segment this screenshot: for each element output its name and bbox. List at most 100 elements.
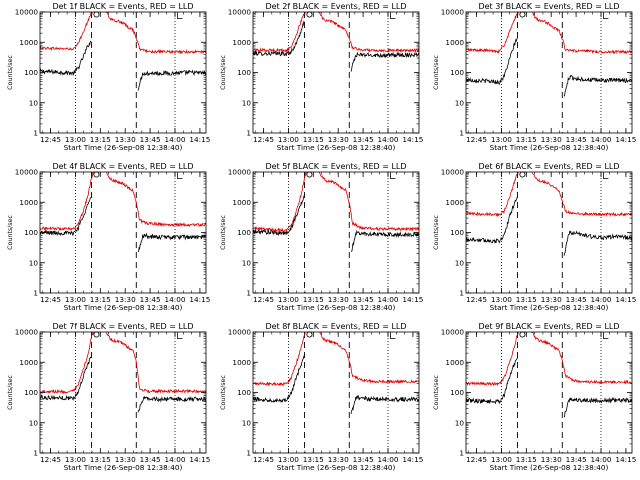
x-axis-label: Start Time (26-Sep-08 12:38:40) <box>277 463 396 472</box>
y-tick-label: 1000 <box>232 38 251 47</box>
marker-l-symbol <box>603 172 609 179</box>
x-tick-label: 14:00 <box>377 295 398 304</box>
x-tick-label: 12:45 <box>253 455 274 464</box>
x-tick-label: 12:45 <box>40 455 61 464</box>
x-axis-label: Start Time (26-Sep-08 12:38:40) <box>490 143 609 152</box>
x-tick-label: 13:15 <box>516 135 537 144</box>
x-tick-label: 13:15 <box>516 455 537 464</box>
marker-l-symbol <box>603 12 609 19</box>
panel-det-4: Det 4f BLACK = Events, RED = LLD 1 10 100 10… <box>7 162 210 312</box>
x-tick-label: 13:15 <box>90 295 111 304</box>
y-tick-label: 10000 <box>441 8 465 17</box>
marker-circle-symbol <box>93 171 100 178</box>
y-tick-label: 1 <box>33 129 38 138</box>
y-tick-label: 10 <box>242 98 252 107</box>
x-axis-label: Start Time (26-Sep-08 12:38:40) <box>277 303 396 312</box>
x-tick-label: 13:30 <box>115 295 136 304</box>
y-axis-label: Counts/sec <box>220 55 227 90</box>
panel-det-1: Det 1f BLACK = Events, RED = LLD 1 10 100 10… <box>7 2 210 152</box>
series-line-events <box>466 196 632 256</box>
panel-det-6: Det 6f BLACK = Events, RED = LLD 1 10 100 10… <box>433 162 636 312</box>
x-tick-label: 13:45 <box>140 135 161 144</box>
y-tick-label: 100 <box>24 68 38 77</box>
x-tick-label: 13:00 <box>65 295 86 304</box>
y-tick-label: 100 <box>237 228 251 237</box>
x-tick-label: 12:45 <box>466 295 487 304</box>
marker-circle-symbol <box>519 331 526 338</box>
marker-l-symbol <box>390 12 396 19</box>
panel-det-9: Det 9f BLACK = Events, RED = LLD 1 10 100 10… <box>433 322 636 472</box>
y-axis-label: Counts/sec <box>220 215 227 250</box>
x-tick-label: 13:00 <box>65 135 86 144</box>
x-tick-label: 13:15 <box>303 295 324 304</box>
x-tick-label: 13:30 <box>541 135 562 144</box>
plot-frame <box>252 171 420 294</box>
x-tick-label: 12:45 <box>253 135 274 144</box>
x-tick-label: 13:15 <box>303 135 324 144</box>
y-tick-label: 100 <box>450 388 464 397</box>
y-tick-label: 10000 <box>15 328 39 337</box>
y-tick-label: 10 <box>29 98 39 107</box>
panel-title: Det 8f BLACK = Events, RED = LLD <box>265 322 406 331</box>
x-tick-label: 12:45 <box>40 135 61 144</box>
y-tick-label: 100 <box>24 228 38 237</box>
panel-title: Det 4f BLACK = Events, RED = LLD <box>52 162 193 171</box>
series-line-lld <box>253 172 419 233</box>
y-tick-label: 1000 <box>19 38 38 47</box>
marker-l-symbol <box>177 172 183 179</box>
y-tick-label: 1000 <box>232 198 251 207</box>
plot-area <box>253 172 419 252</box>
series-line-events <box>466 357 632 418</box>
marker-l-symbol <box>390 332 396 339</box>
x-tick-label: 13:15 <box>90 135 111 144</box>
panel-title: Det 3f BLACK = Events, RED = LLD <box>478 2 619 11</box>
series-line-lld <box>466 332 632 387</box>
x-tick-label: 14:15 <box>189 135 210 144</box>
x-tick-label: 13:30 <box>541 295 562 304</box>
y-tick-label: 10 <box>242 418 252 427</box>
panel-det-3: Det 3f BLACK = Events, RED = LLD 1 10 100 10… <box>433 2 636 152</box>
plot-area <box>253 12 419 72</box>
y-tick-label: 10 <box>455 98 465 107</box>
x-tick-label: 13:30 <box>328 135 349 144</box>
plot-frame <box>465 331 633 454</box>
series-line-events <box>253 195 419 252</box>
x-tick-label: 13:15 <box>90 455 111 464</box>
y-tick-label: 1000 <box>445 38 464 47</box>
y-tick-label: 1000 <box>19 198 38 207</box>
y-tick-label: 1 <box>459 129 464 138</box>
x-tick-label: 13:00 <box>278 135 299 144</box>
x-tick-label: 12:45 <box>466 135 487 144</box>
y-axis-label: Counts/sec <box>433 375 440 410</box>
x-tick-label: 13:30 <box>115 135 136 144</box>
y-tick-label: 1 <box>246 449 251 458</box>
y-tick-label: 1 <box>459 449 464 458</box>
x-tick-label: 13:00 <box>278 295 299 304</box>
x-tick-label: 14:00 <box>590 135 611 144</box>
y-tick-label: 10 <box>455 418 465 427</box>
series-line-events <box>253 20 419 72</box>
x-tick-label: 14:15 <box>402 135 423 144</box>
y-tick-label: 10 <box>242 258 252 267</box>
x-tick-label: 14:00 <box>377 455 398 464</box>
series-line-events <box>253 354 419 415</box>
y-axis-label: Counts/sec <box>7 375 14 410</box>
panel-title: Det 2f BLACK = Events, RED = LLD <box>265 2 406 11</box>
x-tick-label: 12:45 <box>253 295 274 304</box>
x-tick-label: 13:45 <box>353 455 374 464</box>
plot-area <box>40 12 206 91</box>
series-line-lld <box>40 332 206 395</box>
x-tick-label: 13:30 <box>541 455 562 464</box>
x-tick-label: 13:00 <box>278 455 299 464</box>
x-tick-label: 14:00 <box>590 295 611 304</box>
panel-det-2: Det 2f BLACK = Events, RED = LLD 1 10 100 10… <box>220 2 423 152</box>
series-line-lld <box>466 172 632 218</box>
y-tick-label: 10000 <box>15 168 39 177</box>
series-line-events <box>40 356 206 413</box>
series-line-lld <box>40 12 206 55</box>
x-tick-label: 13:45 <box>140 455 161 464</box>
series-line-events <box>40 41 206 91</box>
x-tick-label: 14:15 <box>615 135 636 144</box>
x-tick-label: 13:30 <box>115 455 136 464</box>
